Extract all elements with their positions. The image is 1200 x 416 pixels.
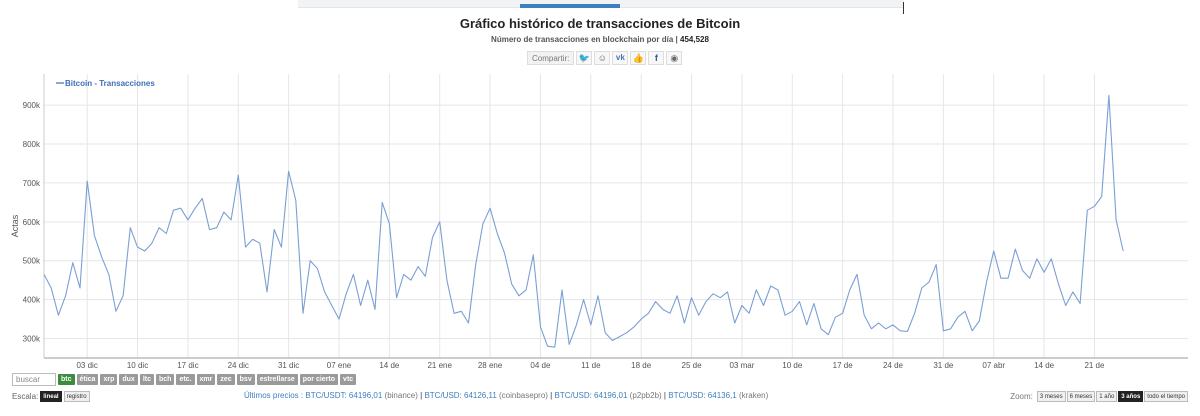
text-cursor bbox=[903, 2, 904, 14]
scale-linear-button[interactable]: lineal bbox=[40, 391, 62, 402]
coin-xrp[interactable]: xrp bbox=[100, 374, 118, 385]
zoom-selector: Zoom: 3 meses 6 meses 1 año 3 años todo … bbox=[1010, 391, 1188, 402]
coin-xmr[interactable]: xmr bbox=[196, 374, 216, 385]
chart-series bbox=[43, 94, 1124, 348]
active-tab-indicator[interactable] bbox=[520, 4, 620, 8]
scale-selector: Escala: lineal registro bbox=[12, 391, 90, 402]
price-pair[interactable]: BTC/USD: 64196,01 bbox=[554, 391, 628, 400]
weibo-icon[interactable]: ◉ bbox=[666, 50, 683, 65]
like-icon[interactable]: 👍 bbox=[630, 50, 647, 65]
chart-axes: 300k 400k 500k 600k 700k 800k 900k 03 dic 10 dic… bbox=[23, 74, 1188, 368]
x-tick-label: 24 de bbox=[883, 361, 904, 368]
zoom-3-years-button[interactable]: 3 años bbox=[1118, 391, 1144, 402]
legend-label: Bitcoin - Transacciones bbox=[65, 79, 155, 88]
y-tick-label: 400k bbox=[23, 296, 41, 305]
x-tick-label: 11 de bbox=[581, 361, 601, 368]
x-tick-label: 31 de bbox=[933, 361, 954, 368]
transaction-count: 454,528 bbox=[680, 35, 709, 44]
price-exchange: (p2pb2b) bbox=[629, 391, 662, 400]
zoom-1-year-button[interactable]: 1 año bbox=[1096, 391, 1118, 402]
coin-eth[interactable]: ética bbox=[76, 374, 99, 385]
x-tick-label: 17 dic bbox=[177, 361, 198, 368]
x-tick-label: 28 ene bbox=[478, 361, 503, 368]
coin-vtc[interactable]: vtc bbox=[340, 374, 357, 385]
coin-by-the-way[interactable]: por cierto bbox=[299, 374, 339, 385]
coin-zec[interactable]: zec bbox=[217, 374, 235, 385]
chart-grid bbox=[44, 74, 1188, 358]
x-tick-label: 07 abr bbox=[982, 361, 1005, 368]
search-input[interactable]: buscar bbox=[12, 373, 56, 386]
transactions-chart[interactable]: 300k 400k 500k 600k 700k 800k 900k 03 dic 10 dic… bbox=[0, 68, 1200, 368]
chart-legend[interactable]: Bitcoin - Transacciones bbox=[56, 79, 155, 88]
zoom-3-months-button[interactable]: 3 meses bbox=[1036, 391, 1066, 402]
twitter-icon[interactable]: 🐦 bbox=[576, 50, 593, 65]
share-bar: Compartir: 🐦 ☺ vk 👍 f ◉ bbox=[527, 50, 683, 65]
y-tick-label: 600k bbox=[23, 218, 41, 227]
price-pair[interactable]: BTC/USDT: 64196,01 bbox=[305, 391, 383, 400]
x-tick-label: 10 dic bbox=[127, 361, 148, 368]
price-exchange: (coinbasepro) bbox=[499, 391, 548, 400]
x-tick-label: 10 de bbox=[782, 361, 803, 368]
x-tick-label: 17 de bbox=[833, 361, 854, 368]
x-tick-label: 14 de bbox=[379, 361, 400, 368]
coin-ltc[interactable]: ltc bbox=[139, 374, 154, 385]
x-tick-label: 21 ene bbox=[427, 361, 452, 368]
coin-etc[interactable]: etc. bbox=[176, 374, 195, 385]
zoom-label: Zoom: bbox=[1010, 392, 1033, 401]
x-tick-label: 03 mar bbox=[729, 361, 754, 368]
y-axis-label: Actas bbox=[10, 214, 20, 237]
coin-btc[interactable]: btc bbox=[58, 374, 75, 385]
price-pair[interactable]: BTC/USD: 64126,11 bbox=[424, 391, 497, 400]
y-tick-label: 500k bbox=[23, 257, 41, 266]
reddit-icon[interactable]: ☺ bbox=[594, 50, 611, 65]
y-tick-label: 300k bbox=[23, 335, 41, 344]
top-nav-bar bbox=[298, 0, 904, 14]
share-label: Compartir: bbox=[527, 50, 575, 65]
page-title: Gráfico histórico de transacciones de Bi… bbox=[459, 16, 741, 31]
facebook-icon[interactable]: f bbox=[648, 50, 665, 65]
x-tick-label: 03 dic bbox=[76, 361, 97, 368]
x-tick-label: 24 dic bbox=[228, 361, 249, 368]
prices-label: Últimos precios : bbox=[244, 391, 304, 400]
x-tick-label: 31 dic bbox=[278, 361, 299, 368]
x-tick-label: 25 de bbox=[682, 361, 703, 368]
x-tick-label: 21 de bbox=[1084, 361, 1105, 368]
coin-bch[interactable]: bch bbox=[156, 374, 175, 385]
vk-icon[interactable]: vk bbox=[612, 50, 629, 65]
x-tick-label: 04 de bbox=[530, 361, 551, 368]
latest-prices: Últimos precios : BTC/USDT: 64196,01 (bi… bbox=[244, 391, 769, 400]
scale-label: Escala: bbox=[12, 392, 39, 401]
y-tick-label: 700k bbox=[23, 179, 41, 188]
x-tick-label: 14 de bbox=[1034, 361, 1055, 368]
coin-bsv[interactable]: bsv bbox=[236, 374, 255, 385]
x-tick-label: 18 de bbox=[631, 361, 652, 368]
subtitle-label: Número de transacciones en blockchain po… bbox=[491, 35, 678, 44]
price-exchange: (binance) bbox=[384, 391, 418, 400]
coin-crash[interactable]: estrellarse bbox=[256, 374, 298, 385]
coin-dux[interactable]: dux bbox=[119, 374, 138, 385]
zoom-6-months-button[interactable]: 6 meses bbox=[1066, 391, 1096, 402]
y-tick-label: 800k bbox=[23, 140, 41, 149]
price-pair[interactable]: BTC/USD: 64136,1 bbox=[668, 391, 737, 400]
series-line-transacciones[interactable] bbox=[43, 94, 1124, 348]
page-subtitle: Número de transacciones en blockchain po… bbox=[0, 35, 1200, 44]
y-tick-label: 900k bbox=[23, 101, 41, 110]
coin-selector: buscar btc ética xrp dux ltc bch etc. xm… bbox=[12, 373, 357, 386]
zoom-all-time-button[interactable]: todo el tiempo bbox=[1144, 391, 1188, 402]
x-tick-label: 07 ene bbox=[327, 361, 352, 368]
price-exchange: (kraken) bbox=[738, 391, 769, 400]
scale-log-button[interactable]: registro bbox=[63, 391, 90, 402]
